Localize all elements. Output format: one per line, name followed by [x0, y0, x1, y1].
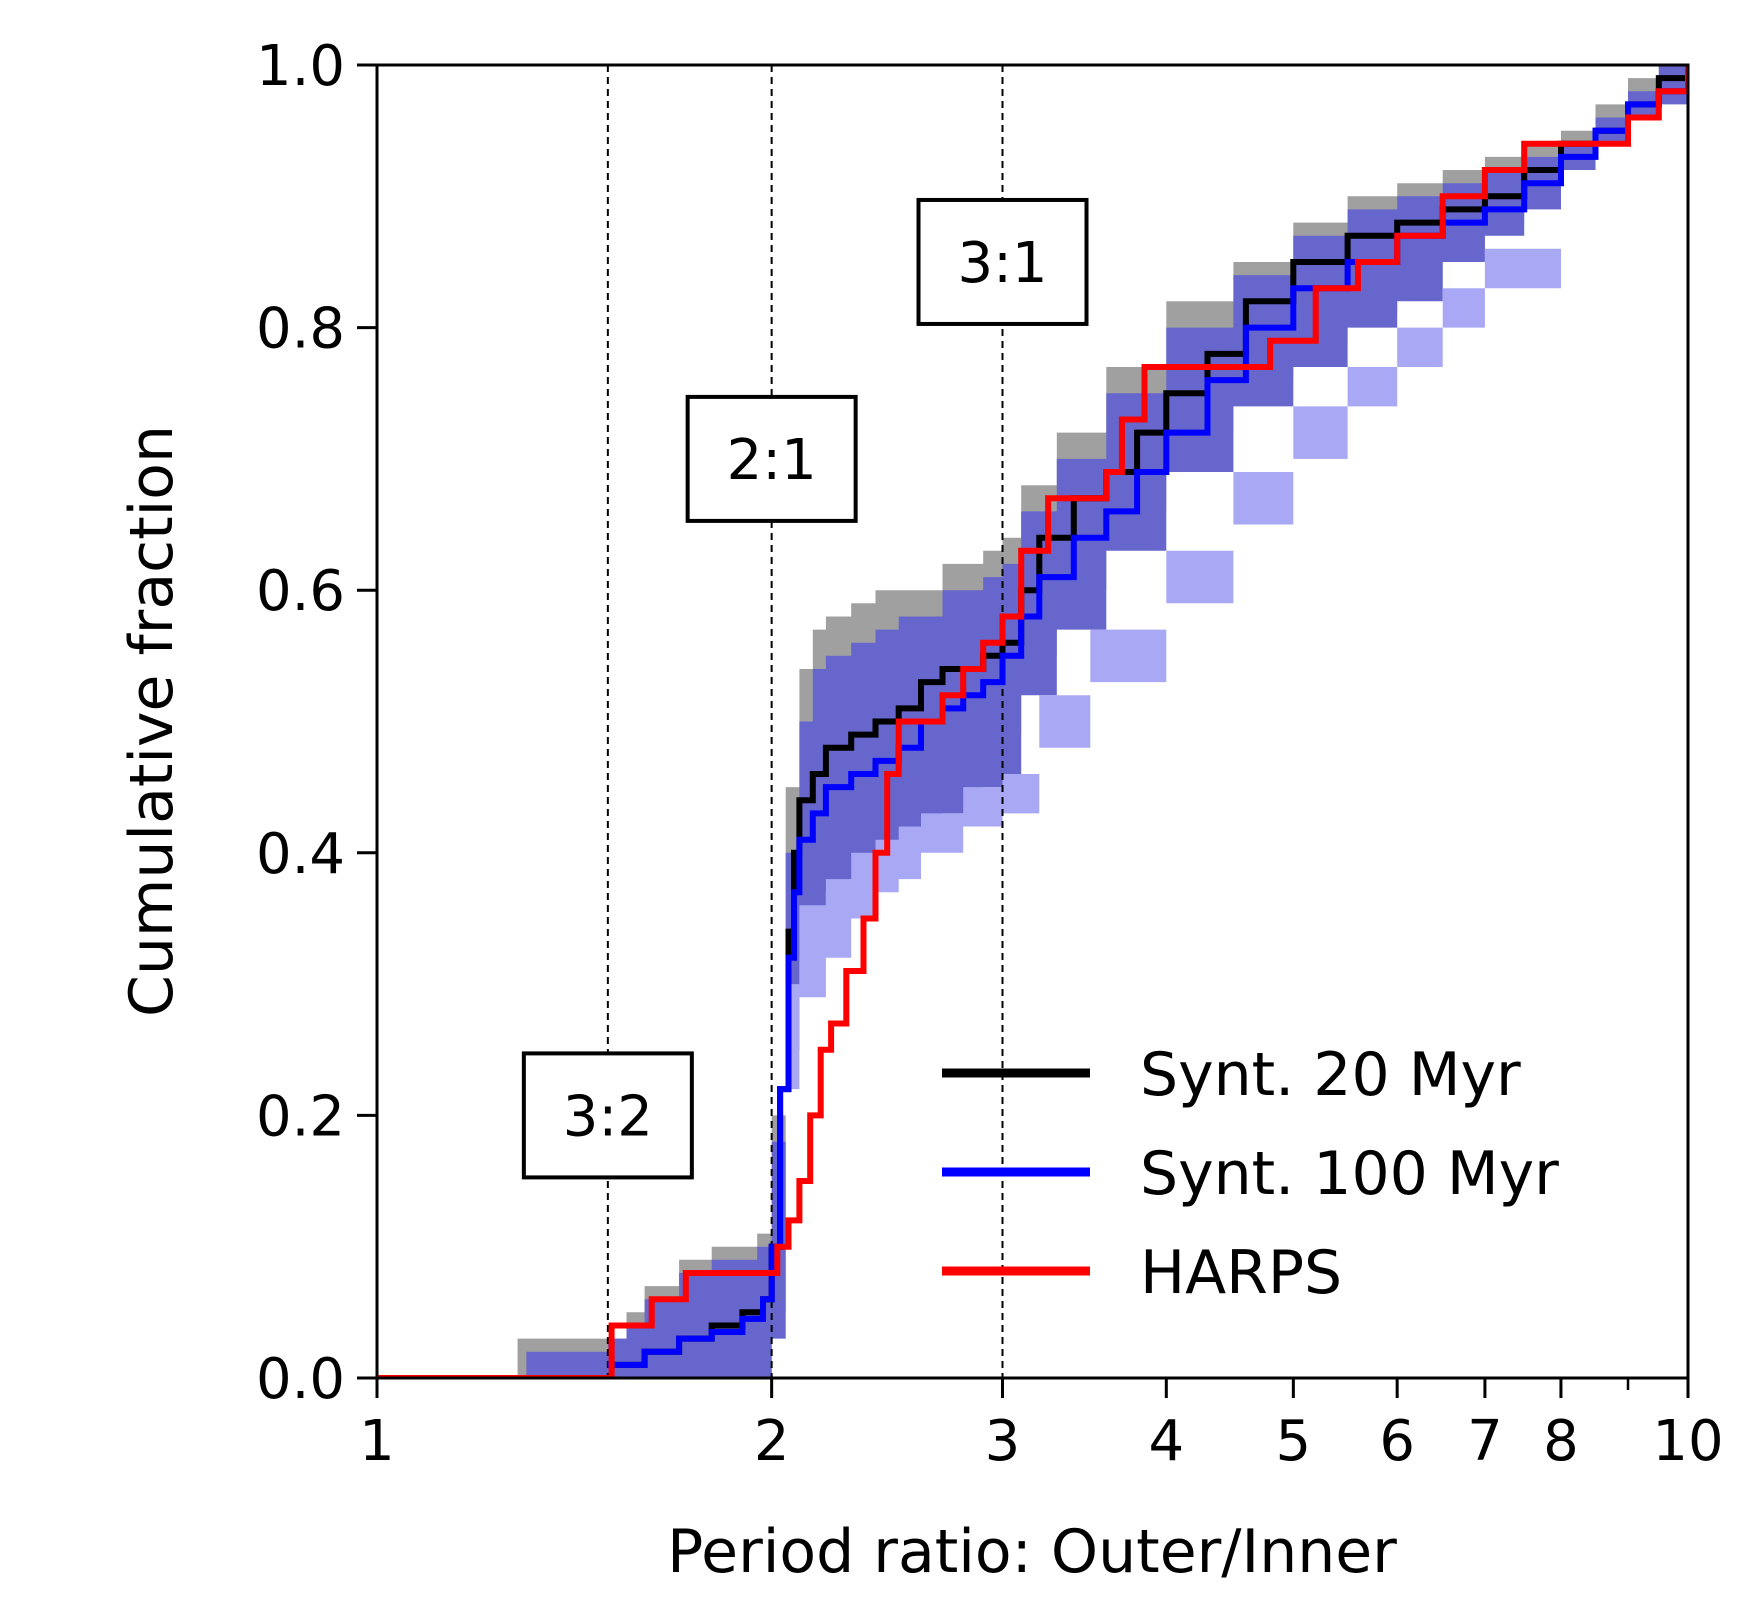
y-tick-label: 1.0	[256, 34, 345, 99]
x-tick-label: 2	[754, 1409, 790, 1474]
y-tick-label: 0.4	[256, 822, 345, 887]
x-axis-label: Period ratio: Outer/Inner	[667, 1517, 1397, 1587]
y-axis-ticks: 0.0 0.2 0.4 0.6 0.8 1.0	[256, 34, 377, 1412]
x-tick-label: 4	[1148, 1409, 1184, 1474]
resonance-label-3-2: 3:2	[521, 1051, 694, 1180]
x-tick-label: 1	[359, 1409, 395, 1474]
x-tick-label: 6	[1379, 1409, 1415, 1474]
resonance-label-box	[916, 197, 1089, 326]
legend: Synt. 20 Myr Synt. 100 Myr HARPS	[942, 1040, 1559, 1308]
data-series	[377, 65, 1688, 1378]
x-tick-label: 10	[1652, 1409, 1723, 1474]
x-tick-label: 8	[1543, 1409, 1579, 1474]
resonance-label-2-1: 2:1	[685, 394, 858, 523]
y-tick-label: 0.0	[256, 1347, 345, 1412]
y-tick-label: 0.2	[256, 1084, 345, 1149]
resonance-label-text: 3:1	[957, 231, 1047, 296]
resonance-labels: 3:2 2:1 3:1	[521, 197, 1089, 1180]
legend-label-2: Synt. 100 Myr	[1140, 1139, 1559, 1209]
legend-label-1: Synt. 20 Myr	[1140, 1040, 1521, 1110]
resonance-label-text: 2:1	[727, 428, 817, 493]
x-tick-label: 3	[985, 1409, 1021, 1474]
y-tick-label: 0.8	[256, 297, 345, 362]
resonance-label-3-1: 3:1	[916, 197, 1089, 326]
resonance-label-text: 3:2	[563, 1084, 653, 1149]
y-tick-label: 0.6	[256, 559, 345, 624]
resonance-label-box	[521, 1051, 694, 1180]
resonance-label-box	[685, 394, 858, 523]
plot-frame	[375, 63, 1690, 1380]
y-axis-label: Cumulative fraction	[117, 425, 187, 1017]
x-tick-label: 7	[1467, 1409, 1503, 1474]
x-tick-label: 5	[1276, 1409, 1312, 1474]
legend-label-3: HARPS	[1140, 1238, 1342, 1308]
series-line-3	[377, 65, 1688, 1378]
x-axis-ticks: 1 2 3 4 5 6 7 8 10	[359, 1378, 1724, 1474]
